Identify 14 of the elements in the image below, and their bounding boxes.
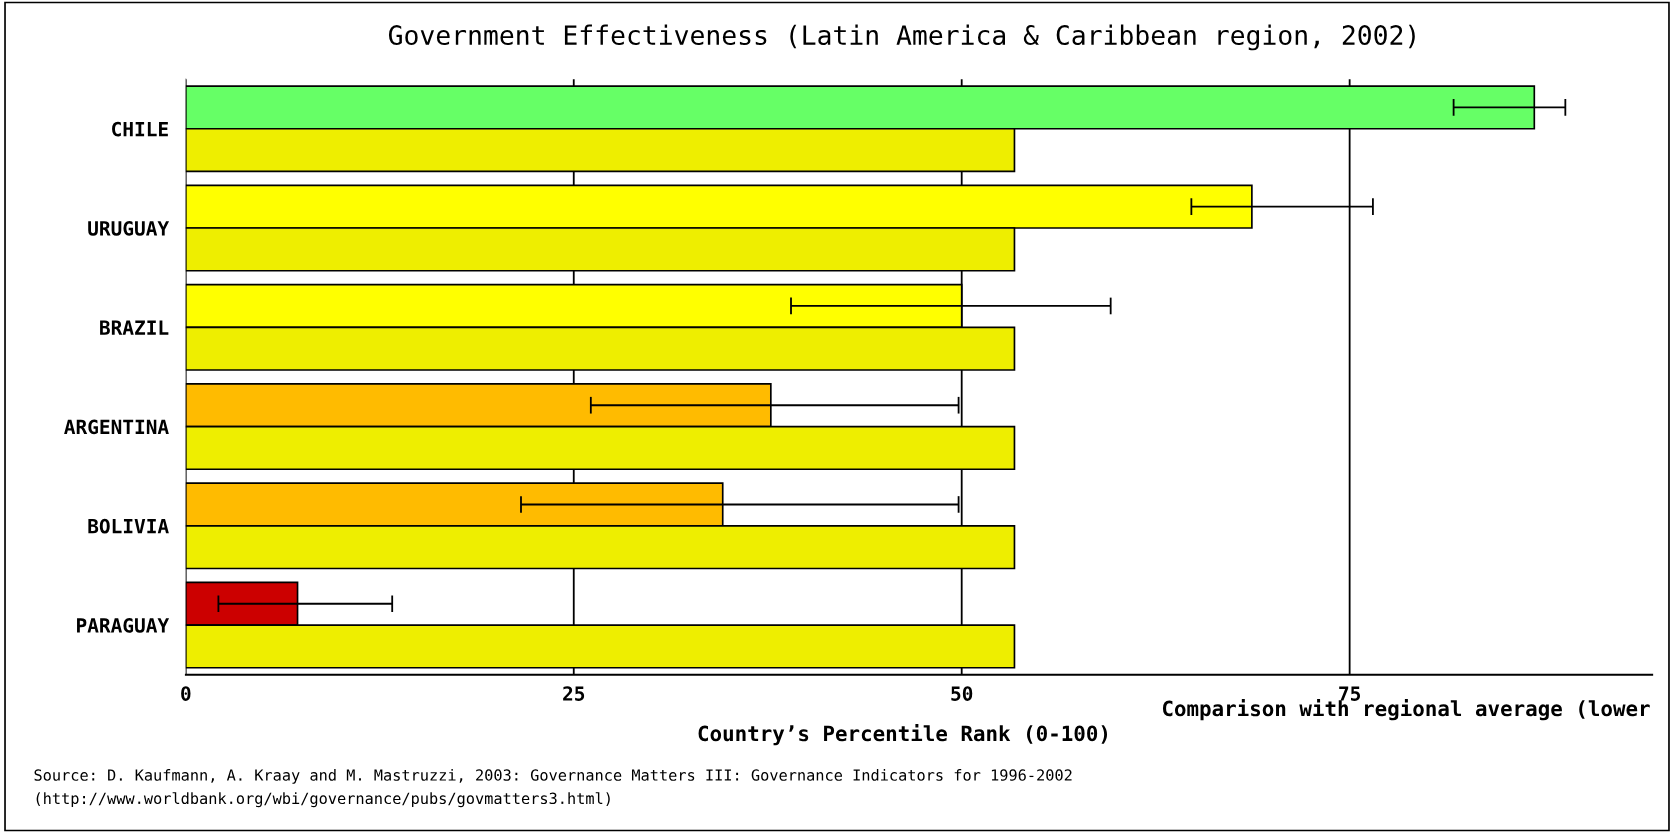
y-tick-label: PARAGUAY <box>77 618 170 633</box>
y-tick-label: URUGUAY <box>88 220 170 236</box>
x-tick-label: 25 <box>563 686 585 701</box>
source-note: Source: D. Kaufmann, A. Kraay and M. Mastruzzi, 2003: Governance Matters III: Governance Indicators for 1996-2002 <box>34 769 1072 784</box>
x-axis-title: Country’s Percentile Rank (0-100) <box>698 724 1108 746</box>
chart-title: Government Effectiveness (Latin America & Caribbean region, 2002) <box>388 24 1415 51</box>
x-tick-label: 0 <box>181 686 191 701</box>
x-tick-label: 75 <box>1339 686 1361 701</box>
y-tick-label: BOLIVIA <box>88 518 169 534</box>
y-tick-label: BRAZIL <box>100 320 169 335</box>
x-tick-label: 50 <box>951 686 973 701</box>
y-tick-label: ARGENTINA <box>64 419 169 435</box>
y-tick-label: CHILE <box>112 121 168 137</box>
text: (http://www.worldbank.org/wbi/governance/pubs/govmatters3.html) <box>36 792 610 808</box>
